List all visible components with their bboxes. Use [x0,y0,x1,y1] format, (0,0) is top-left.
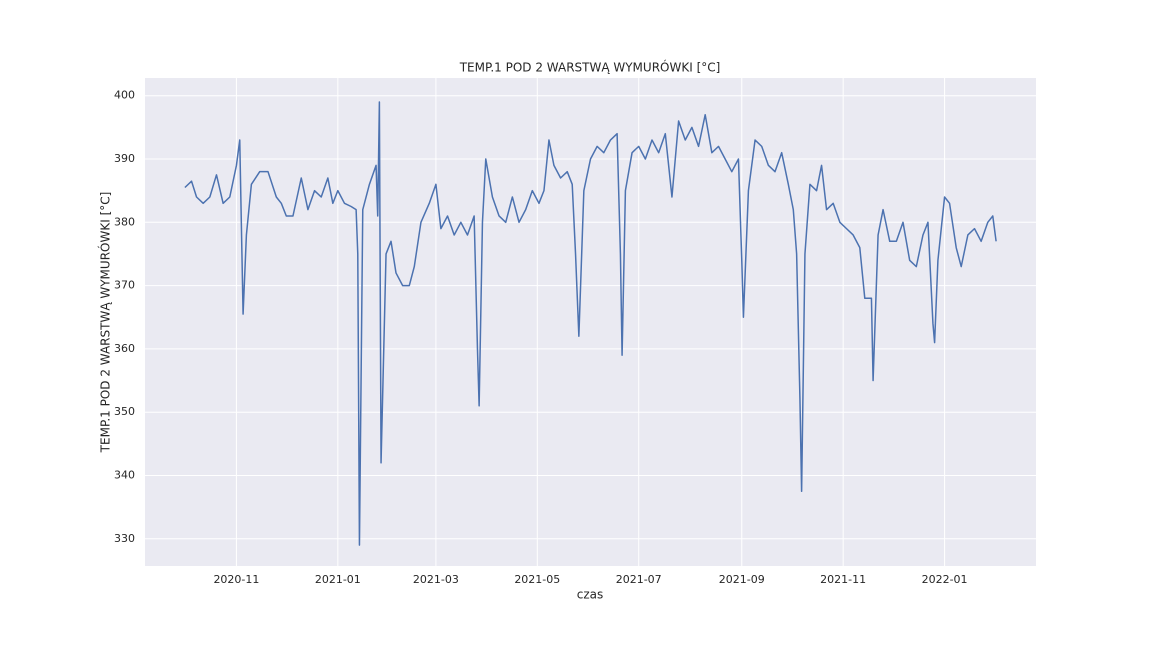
y-tick-label: 350 [114,405,135,418]
chart-title: TEMP.1 POD 2 WARSTWĄ WYMURÓWKI [°C] [459,60,721,75]
y-tick-label: 360 [114,342,135,355]
x-tick-label: 2021-07 [616,573,662,586]
y-tick-label: 370 [114,279,135,292]
plot-area [145,78,1036,566]
y-tick-label: 380 [114,215,135,228]
marks [184,101,997,546]
x-tick-label: 2021-05 [514,573,560,586]
y-tick-label: 390 [114,152,135,165]
y-axis-label: TEMP.1 POD 2 WARSTWĄ WYMURÓWKI [°C] [98,192,113,454]
y-tick-label: 330 [114,532,135,545]
y-tick-label: 400 [114,89,135,102]
x-tick-label: 2021-03 [413,573,459,586]
x-tick-label: 2021-09 [719,573,765,586]
data-line [184,101,997,546]
y-tick-label: 340 [114,468,135,481]
x-tick-label: 2020-11 [213,573,259,586]
x-tick-label: 2021-01 [315,573,361,586]
grid [145,78,1036,566]
x-axis-label: czas [577,588,604,602]
x-tick-label: 2022-01 [922,573,968,586]
x-tick-label: 2021-11 [820,573,866,586]
